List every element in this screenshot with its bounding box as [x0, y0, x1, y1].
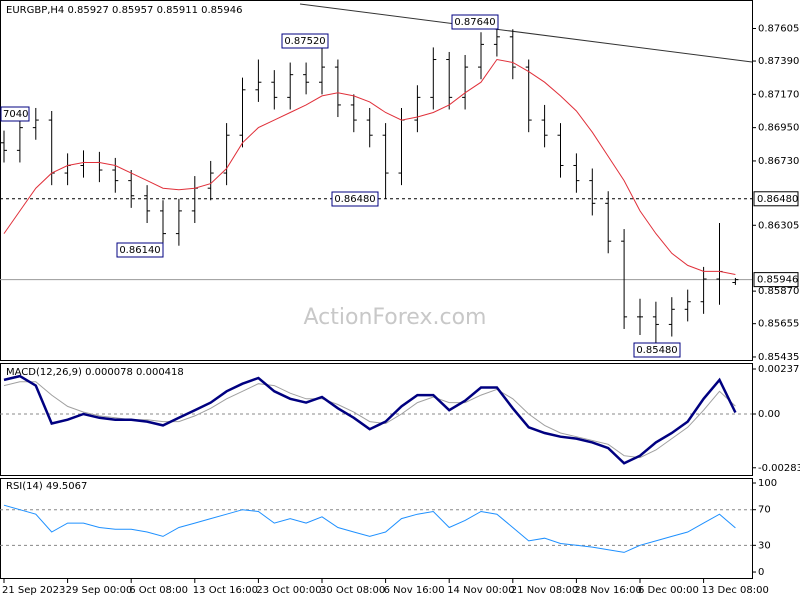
y-tick-label: 0.86950 [758, 123, 799, 134]
y-tick-label: 0.00 [758, 409, 780, 420]
current-price-box [753, 272, 799, 288]
annotation-box [116, 242, 164, 258]
signal-value: 0.000418 [136, 367, 184, 378]
x-tick-label: 6 Oct 08:00 [129, 585, 188, 596]
x-tick-label: 13 Oct 16:00 [193, 585, 258, 596]
y-tick-label: 0 [758, 567, 764, 578]
y-tick-label: 0.86730 [758, 156, 799, 167]
x-tick-label: 21 Nov 08:00 [511, 585, 578, 596]
low-value: 0.85911 [157, 5, 198, 16]
annotation-box [633, 342, 681, 358]
annotation: 0.87520 [284, 36, 325, 47]
moving-average [3, 58, 736, 275]
macd-line [3, 374, 737, 465]
y-tick-label: 70 [758, 505, 771, 516]
y-tick-label: 30 [758, 540, 771, 551]
y-tick-label: 0.85655 [758, 319, 799, 330]
x-tick-label: 28 Nov 16:00 [574, 585, 641, 596]
rsi-title: RSI(14) 49.5067 [6, 481, 87, 492]
y-tick-label: 0.85870 [758, 286, 799, 297]
symbol: EURGBP,H4 [6, 5, 64, 16]
x-tick-label: 29 Sep 00:00 [66, 585, 133, 596]
trend-line [299, 3, 753, 63]
x-tick-label: 6 Dec 00:00 [638, 585, 699, 596]
rsi-name: RSI(14) [6, 481, 43, 492]
macd-value: 0.000078 [85, 367, 133, 378]
x-tick-label: 6 Nov 16:00 [384, 585, 445, 596]
rsi-line [3, 504, 736, 553]
macd-title: MACD(12,26,9) 0.000078 0.000418 [6, 367, 184, 378]
high-value: 0.85957 [112, 5, 153, 16]
annotation-box [331, 191, 379, 207]
annotation: 0.86480 [334, 194, 375, 205]
annotation-box [281, 33, 329, 49]
y-tick-label: 0.85435 [758, 352, 799, 363]
price-panel [0, 0, 753, 361]
x-tick-label: 14 Nov 00:00 [447, 585, 514, 596]
y-tick-label: 0.002375 [758, 364, 800, 375]
level-label-box [753, 191, 799, 207]
x-tick-label: 13 Dec 08:00 [702, 585, 769, 596]
chart-header: EURGBP,H4 0.85927 0.85957 0.85911 0.8594… [6, 5, 242, 16]
y-tick-label: -0.002838 [758, 463, 800, 474]
rsi-value: 49.5067 [46, 481, 87, 492]
x-tick-label: 30 Oct 08:00 [320, 585, 385, 596]
annotation: 0.85480 [636, 345, 677, 356]
watermark: ActionForex.com [304, 305, 487, 330]
annotation: 0.86140 [119, 245, 160, 256]
level-label: 0.86480 [757, 194, 798, 205]
y-tick-label: 0.87170 [758, 89, 799, 100]
annotation-box [0, 106, 30, 122]
current-price-label: 0.85946 [757, 275, 798, 286]
close-value: 0.85946 [201, 5, 242, 16]
x-tick-label: 23 Oct 00:00 [256, 585, 321, 596]
x-tick-label: 21 Sep 2023 [2, 585, 65, 596]
macd-name: MACD(12,26,9) [6, 367, 82, 378]
y-tick-label: 0.87390 [758, 56, 799, 67]
y-tick-label: 100 [758, 478, 777, 489]
rsi-panel [0, 478, 753, 579]
annotation-box [451, 14, 499, 30]
annotation: 0.87640 [454, 17, 495, 28]
y-tick-label: 0.86305 [758, 220, 799, 231]
y-tick-label: 0.87605 [758, 23, 799, 34]
open-value: 0.85927 [67, 5, 108, 16]
annotation: 7040 [3, 109, 28, 120]
